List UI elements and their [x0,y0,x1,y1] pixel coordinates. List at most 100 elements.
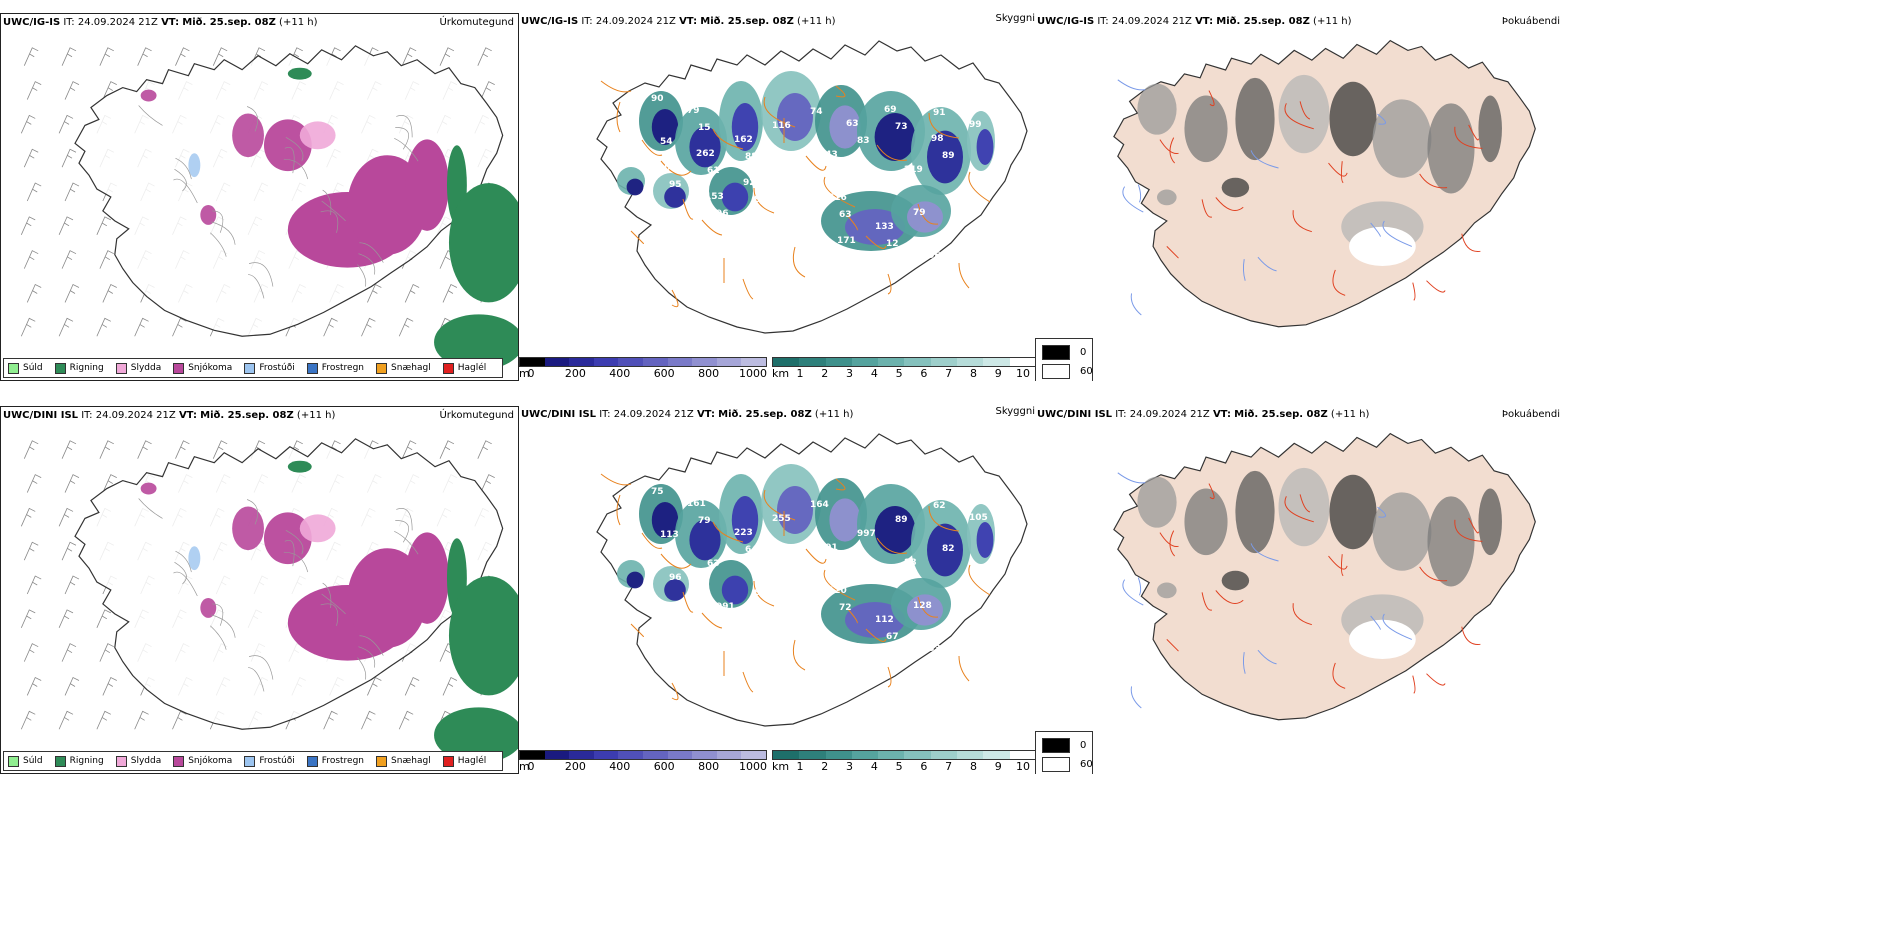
snow-area [200,597,217,618]
ceiling-area [829,498,861,542]
ceiling-area [976,522,994,558]
colorbar-tick: 1000 [739,760,767,773]
legend-item: Haglél [442,755,487,767]
colorbar-tick: 800 [698,760,720,773]
ceiling-value-label: 54 [660,137,673,147]
legend-label: Haglél [457,756,487,766]
terrain-line [396,115,413,138]
wind-barb [398,317,414,337]
colorbar-unit: km [772,760,790,773]
road-line [1292,603,1312,626]
ceiling-value-label: 62 [933,501,946,511]
terrain-line [246,499,258,525]
fog-index-area [1478,95,1502,163]
road-line [701,219,723,236]
road-line [1166,246,1179,259]
ceiling-value-label: 616 [828,193,847,203]
ceiling-value-label: 243 [819,150,838,160]
colorbar-tick: 9 [994,367,1002,380]
colorbar-tick: 2 [821,367,829,380]
colorbar-step [930,751,958,759]
rain-area [448,183,518,303]
ceiling-area [927,523,963,577]
river-line [1382,613,1412,640]
road-line [1468,124,1479,141]
sleet-area [299,121,336,150]
legend-swatch [54,362,66,374]
ceiling-value-label: 48 [725,645,738,655]
road-line [876,144,908,161]
ceiling-area [777,486,813,534]
road-line [712,521,744,543]
wind-barb [64,81,80,100]
road-line [1419,173,1448,189]
colorbar-tick: 4 [870,760,878,773]
river-line [1122,579,1144,606]
wind-barb [175,47,190,66]
road-line [1461,233,1481,252]
road-line [763,96,796,128]
fog-index-area [1137,476,1177,528]
fog-legend-swatch [1042,757,1070,772]
wind-barb [58,114,74,134]
precip-legend: Súld Rigning Slydda Snjókoma Frostúði Frostre… [3,358,504,378]
river-line [1137,577,1142,596]
road-line [1284,496,1314,523]
terrain-line [174,168,187,192]
wind-barb [134,317,149,337]
wind-barb [61,47,77,66]
fog-index-area [1372,492,1432,571]
iceland-precip-map [20,438,518,764]
road-line [1208,90,1215,107]
ceiling-value-label: 99 [969,120,982,130]
wind-barb [96,317,111,337]
colorbar-step [773,751,800,759]
ceiling-value-label: 296 [922,251,941,261]
snow-area [263,119,312,172]
road-line [968,171,991,203]
colorbar-step [851,751,879,759]
panel-title: Þokuábendi [1501,16,1560,27]
ceiling-value-label: 105 [969,513,988,523]
ceiling-value-label: 79 [913,208,926,218]
fog-index-area [1235,470,1275,554]
road-line [753,580,775,607]
terrain-line [322,582,332,608]
legend-label: Snæhagl [391,363,431,373]
road-line [1284,103,1314,130]
road-line [1208,483,1215,500]
fog-index-area [1329,81,1377,157]
terrain-line [174,561,187,585]
wind-barb [23,440,39,459]
ceiling-area [927,130,963,184]
wind-barb [99,250,114,269]
wind-barb [99,643,114,662]
legend-swatch [244,755,256,767]
ceiling-value-label: 87 [754,195,767,205]
terrain-line [211,614,236,638]
road-line [763,489,796,521]
fog-legend-item: 0 [1042,345,1086,360]
legend-item: Rigning [54,755,104,767]
wind-barb [361,710,376,730]
ceiling-value-label: 171 [837,236,856,246]
legend-item: Slydda [115,362,161,374]
ceiling-value-label: 90 [658,163,671,173]
colorbar-step [741,358,766,366]
fog-index-panel-row2: UWC/DINI ISL IT: 24.09.2024 21Z VT: Mið.… [1035,406,1900,774]
legend-swatch [8,755,19,767]
wind-barb [58,216,74,235]
fog-index-area [1372,99,1432,178]
rain-area [287,460,312,473]
freezing-drizzle-area [188,546,201,571]
ceiling-value-label: 87 [866,572,879,582]
colorbar-step [878,751,905,759]
fog-index-area [1157,582,1177,599]
fog-index-area [1235,77,1275,161]
terrain-line [285,137,304,162]
rain-area [287,67,312,80]
colorbar-step [716,751,742,759]
colorbar-tick: 400 [609,760,631,773]
terrain-line [211,221,236,245]
colorbar-tick: 5 [895,367,903,380]
